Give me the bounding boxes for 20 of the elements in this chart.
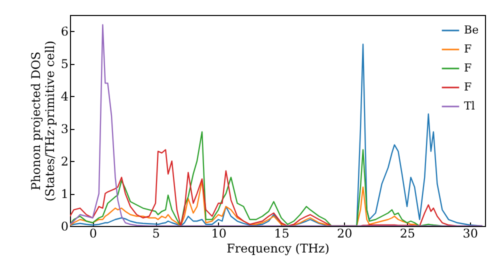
y-tick-label: 6: [60, 24, 68, 39]
legend-label: Be: [464, 24, 479, 36]
y-tick-label: 2: [60, 154, 68, 169]
x-tick-label: 10: [211, 226, 227, 240]
legend-label: F: [464, 80, 472, 94]
legend-label: F: [464, 62, 472, 74]
x-tick-label: 0: [89, 226, 97, 240]
y-tick-label: 5: [60, 57, 68, 72]
legend-label: Tl: [464, 100, 476, 112]
x-tick-label: 30: [462, 226, 478, 240]
y-tick-label: 3: [60, 122, 68, 136]
legend-label: F: [464, 42, 472, 56]
x-tick-label: 15: [274, 226, 290, 240]
x-tick-label: 5: [152, 226, 160, 240]
y-tick-label: 1: [60, 187, 68, 202]
y-tick-label: 4: [60, 90, 69, 104]
y-axis-title: Phonon projected DOS (States/THz·primitive cell): [28, 40, 57, 202]
x-tick-label: 20: [337, 226, 352, 240]
x-axis-title: Frequency (THz): [226, 242, 330, 256]
x-tick-label: 25: [400, 226, 416, 240]
